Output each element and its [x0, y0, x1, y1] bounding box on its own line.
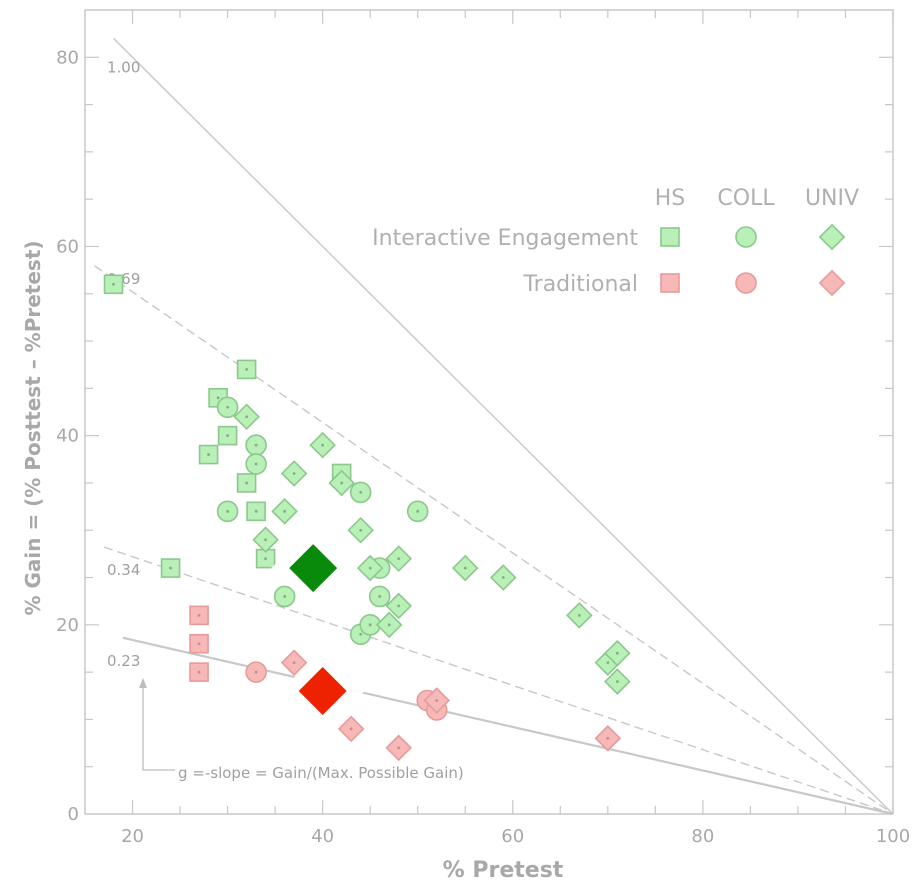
- gain-line-label: 0.23: [107, 652, 140, 670]
- point-center-dot: [397, 557, 401, 561]
- point-center-dot: [254, 462, 258, 466]
- point-center-dot: [292, 472, 296, 475]
- point-center-dot: [501, 576, 505, 579]
- point-center-dot: [615, 651, 619, 655]
- trad-univ-average-marker: [298, 667, 347, 716]
- point-center-dot: [397, 604, 401, 608]
- point-center-dot: [606, 736, 610, 740]
- highlight-points: [271, 526, 365, 734]
- point-center-dot: [359, 528, 363, 532]
- point-center-dot: [245, 368, 249, 371]
- point-center-dot: [226, 405, 229, 409]
- gain-line-1: [113, 37, 893, 814]
- point-center-dot: [387, 623, 391, 627]
- legend: HS COLL UNIV Interactive Engagement Traditio…: [372, 186, 859, 297]
- y-tick-label: 20: [56, 615, 79, 636]
- point-center-dot: [112, 282, 115, 286]
- point-center-dot: [197, 642, 201, 646]
- axis-ticks: 20 40 60 80 100 0 20 40 60 80: [56, 10, 910, 847]
- point-center-dot: [416, 509, 420, 513]
- gain-line-label: 0.34: [107, 561, 140, 579]
- point-center-dot: [197, 613, 201, 617]
- point-center-dot: [245, 415, 249, 419]
- legend-marker-trad-univ: [818, 269, 846, 297]
- gain-lines: [94, 37, 893, 814]
- legend-row-label: Interactive Engagement: [372, 226, 638, 251]
- y-tick-label: 40: [56, 426, 79, 447]
- point-center-dot: [463, 566, 467, 570]
- legend-marker-ie-hs: [660, 227, 680, 247]
- point-center-dot: [359, 632, 363, 636]
- gain-line-0-23: [122, 636, 893, 814]
- point-center-dot: [254, 670, 258, 674]
- legend-marker-trad-coll: [735, 272, 757, 294]
- point-center-dot: [397, 746, 401, 750]
- legend-marker-ie-coll: [735, 226, 757, 248]
- x-tick-label: 40: [311, 826, 334, 847]
- point-center-dot: [283, 509, 287, 513]
- point-center-dot: [169, 566, 172, 570]
- legend-column-hs: HS: [655, 186, 686, 211]
- legend-row-label: Traditional: [522, 272, 638, 297]
- point-center-dot: [264, 538, 268, 542]
- gain-line-labels: 1.000.690.340.23: [107, 58, 140, 669]
- x-tick-label: 80: [691, 826, 714, 847]
- point-center-dot: [615, 680, 619, 683]
- x-tick-label: 60: [501, 826, 524, 847]
- point-center-dot: [254, 443, 258, 447]
- gain-line-0-34: [103, 546, 893, 814]
- point-center-dot: [378, 595, 382, 598]
- y-axis-label: % Gain = (% Posttest – %Pretest): [21, 240, 45, 615]
- y-tick-label: 0: [68, 804, 79, 825]
- point-center-dot: [368, 623, 372, 627]
- slope-annotation-text: g =-slope = Gain/(Max. Possible Gain): [178, 764, 464, 782]
- point-center-dot: [577, 613, 581, 617]
- point-center-dot: [606, 661, 610, 665]
- point-center-dot: [292, 661, 296, 665]
- point-center-dot: [340, 481, 344, 485]
- gain-line-label: 1.00: [107, 58, 140, 76]
- x-tick-label: 20: [121, 826, 144, 847]
- point-center-dot: [349, 727, 353, 731]
- legend-marker-trad-hs: [660, 273, 680, 293]
- legend-column-univ: UNIV: [805, 186, 859, 211]
- point-center-dot: [226, 434, 229, 438]
- slope-annotation: g =-slope = Gain/(Max. Possible Gain): [139, 678, 464, 782]
- point-center-dot: [245, 481, 249, 485]
- plot-frame: [84, 9, 894, 815]
- data-points: [103, 274, 631, 762]
- gain-line-0-69: [94, 265, 893, 814]
- point-center-dot: [283, 595, 287, 598]
- y-tick-label: 80: [56, 47, 79, 68]
- point-center-dot: [368, 566, 372, 570]
- legend-column-coll: COLL: [717, 186, 775, 211]
- point-center-dot: [359, 491, 363, 494]
- point-center-dot: [435, 699, 439, 702]
- point-center-dot: [264, 557, 268, 561]
- x-axis-label: % Pretest: [443, 858, 564, 883]
- point-center-dot: [207, 453, 210, 456]
- ie-univ-average-marker: [289, 544, 338, 593]
- point-center-dot: [197, 670, 201, 674]
- point-center-dot: [226, 509, 229, 513]
- plot-border: [84, 9, 894, 815]
- y-tick-label: 60: [56, 236, 79, 257]
- legend-marker-ie-univ: [818, 223, 846, 251]
- point-center-dot: [254, 509, 258, 513]
- point-center-dot: [216, 396, 220, 400]
- x-tick-label: 100: [876, 826, 910, 847]
- point-center-dot: [321, 443, 325, 447]
